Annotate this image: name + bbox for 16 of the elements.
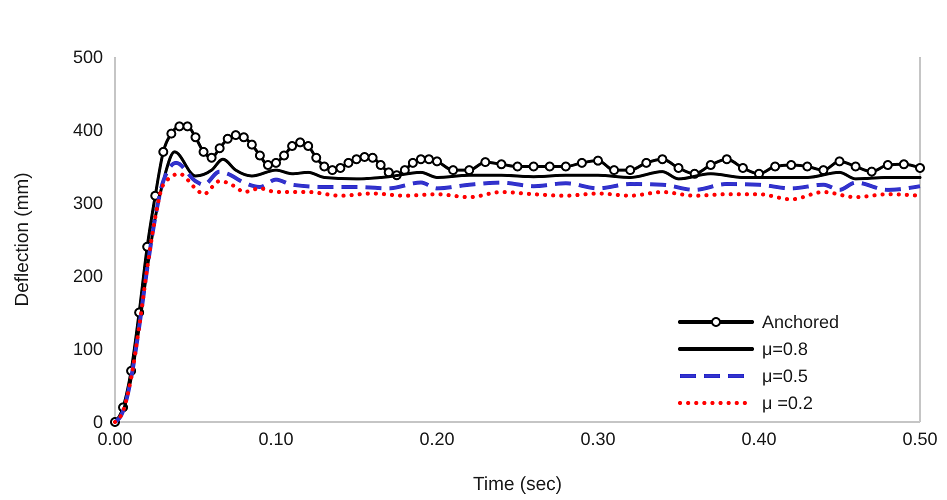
y-tick-label: 500 (72, 46, 103, 67)
x-tick-label: 0.30 (580, 428, 616, 449)
legend-label: μ=0.5 (762, 366, 808, 386)
x-axis-title: Time (sec) (472, 474, 562, 495)
y-axis-title: Deflection (mm) (12, 172, 33, 307)
x-tick-label: 0.40 (741, 428, 777, 449)
legend-label: μ =0.2 (762, 393, 813, 413)
y-tick-label: 400 (72, 120, 103, 140)
x-tick-label: 0.50 (902, 428, 938, 449)
y-tick-label: 100 (72, 338, 103, 359)
legend-label: μ=0.8 (762, 339, 808, 359)
x-tick-label: 0.20 (419, 428, 455, 449)
y-tick-label: 300 (72, 192, 103, 213)
legend-label: Anchored (762, 312, 840, 332)
y-tick-label: 200 (72, 266, 103, 286)
x-tick-label: 0.10 (258, 428, 294, 449)
